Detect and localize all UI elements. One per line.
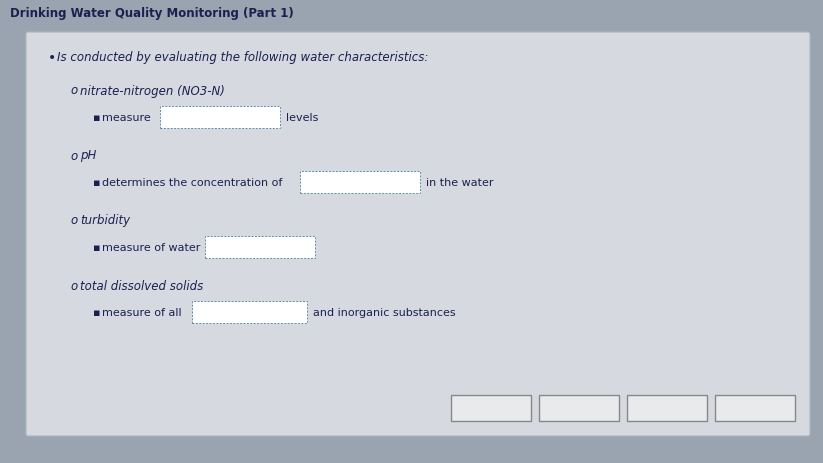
Text: pH: pH [80,149,96,162]
Text: o: o [70,84,77,97]
Text: ▪: ▪ [93,243,100,252]
Text: ∷ clarity: ∷ clarity [643,403,691,413]
Text: measure of all: measure of all [102,307,182,317]
Bar [160,107,280,129]
Text: Drinking Water Quality Monitoring (Part 1): Drinking Water Quality Monitoring (Part … [10,7,294,20]
Text: ▪: ▪ [93,307,100,317]
Text: turbidity: turbidity [80,214,130,227]
Text: o: o [70,214,77,227]
Text: and inorganic substances: and inorganic substances [313,307,456,317]
Text: ∷ nitrate: ∷ nitrate [729,403,781,413]
Text: •: • [48,51,56,65]
FancyBboxPatch shape [26,33,810,436]
Text: levels: levels [286,113,319,123]
Text: ▪: ▪ [93,113,100,123]
Text: measure: measure [102,113,151,123]
Text: ∷ hydrogen: ∷ hydrogen [546,403,612,413]
Bar [205,237,315,258]
Bar [627,395,707,421]
Bar [300,172,420,194]
Text: measure of water: measure of water [102,243,200,252]
Bar [715,395,795,421]
Text: determines the concentration of: determines the concentration of [102,178,282,188]
Text: o: o [70,279,77,292]
Text: total dissolved solids: total dissolved solids [80,279,203,292]
Bar [539,395,619,421]
Bar [451,395,531,421]
Text: o: o [70,149,77,162]
Text: ∷ organic: ∷ organic [463,403,518,413]
Text: in the water: in the water [426,178,494,188]
Text: ▪: ▪ [93,178,100,188]
Bar [192,301,307,323]
Text: nitrate-nitrogen (NO3-N): nitrate-nitrogen (NO3-N) [80,84,225,97]
Text: Is conducted by evaluating the following water characteristics:: Is conducted by evaluating the following… [57,51,429,64]
